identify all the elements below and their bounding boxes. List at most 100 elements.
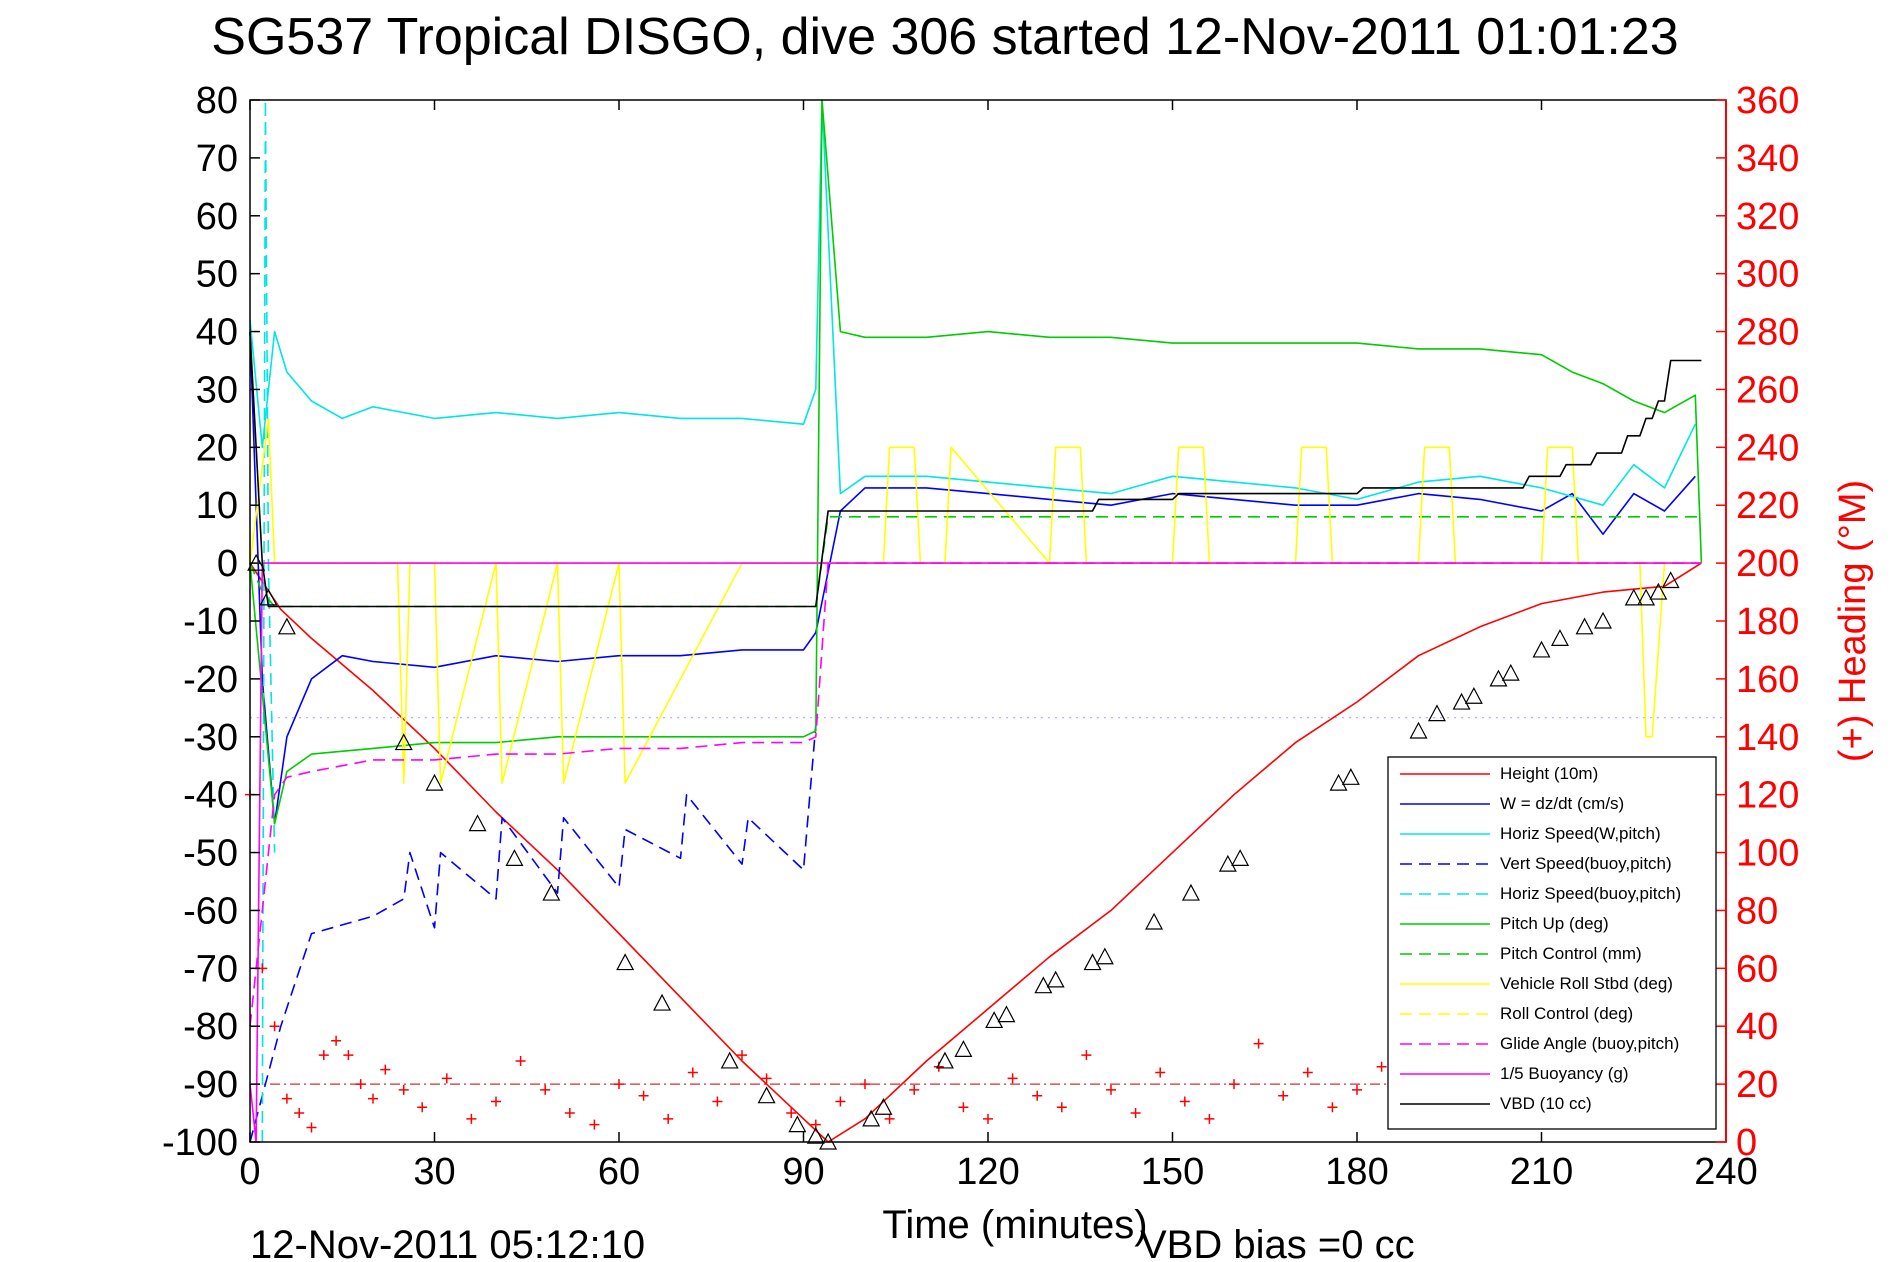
heading-point bbox=[306, 1122, 317, 1133]
heading-point bbox=[1056, 1102, 1067, 1113]
legend-label: Horiz Speed(buoy,pitch) bbox=[1500, 884, 1681, 903]
legend-label: Glide Angle (buoy,pitch) bbox=[1500, 1034, 1679, 1053]
heading-point bbox=[1204, 1113, 1215, 1124]
triangle-marker bbox=[1409, 721, 1428, 739]
heading-point bbox=[860, 1079, 870, 1090]
right-y-tick-label: 160 bbox=[1736, 659, 1799, 701]
triangle-marker bbox=[997, 1005, 1016, 1023]
heading-point bbox=[638, 1090, 649, 1101]
series-line-1 bbox=[249, 331, 1696, 825]
y-tick-label: 60 bbox=[196, 196, 238, 238]
triangle-marker bbox=[1464, 686, 1483, 704]
y-tick-label: 50 bbox=[196, 254, 238, 296]
heading-point bbox=[1081, 1050, 1092, 1061]
right-y-tick-label: 120 bbox=[1736, 775, 1799, 817]
series-line-5 bbox=[249, 99, 1703, 825]
legend-label: Roll Control (deg) bbox=[1500, 1004, 1633, 1023]
heading-point bbox=[589, 1119, 600, 1130]
triangle-marker bbox=[1218, 854, 1237, 872]
right-y-tick-label: 340 bbox=[1736, 138, 1799, 180]
series-line-6 bbox=[249, 515, 1702, 608]
heading-point bbox=[614, 1079, 624, 1090]
right-y-tick-label: 140 bbox=[1736, 717, 1799, 759]
heading-point bbox=[1130, 1108, 1141, 1119]
triangle-marker bbox=[1594, 611, 1612, 629]
heading-point bbox=[1327, 1102, 1338, 1113]
triangle-marker bbox=[394, 733, 413, 751]
heading-point bbox=[1155, 1067, 1166, 1078]
x-tick-label: 150 bbox=[1141, 1151, 1204, 1193]
heading-point bbox=[1278, 1090, 1289, 1101]
x-axis-label: Time (minutes) bbox=[882, 1203, 1147, 1247]
heading-point bbox=[835, 1096, 846, 1107]
y-tick-label: 70 bbox=[196, 138, 238, 180]
heading-point bbox=[294, 1108, 305, 1119]
series-line-4 bbox=[261, 99, 276, 1143]
legend-label: W = dz/dt (cm/s) bbox=[1500, 794, 1624, 813]
chart-title: SG537 Tropical DISGO, dive 306 started 1… bbox=[211, 8, 1678, 66]
triangle-marker bbox=[788, 1115, 807, 1133]
triangle-marker bbox=[1341, 768, 1360, 785]
right-y-tick-label: 40 bbox=[1736, 1006, 1778, 1048]
right-y-tick-label: 260 bbox=[1736, 369, 1799, 411]
heading-point bbox=[983, 1113, 993, 1124]
footer-timestamp: 12-Nov-2011 05:12:10 bbox=[250, 1223, 645, 1262]
heading-point bbox=[380, 1064, 391, 1075]
y-tick-label: -100 bbox=[162, 1122, 238, 1164]
x-tick-label: 0 bbox=[239, 1151, 260, 1193]
triangle-marker bbox=[985, 1011, 1004, 1029]
legend-label: Pitch Up (deg) bbox=[1500, 914, 1609, 933]
heading-point bbox=[1106, 1084, 1116, 1095]
heading-point bbox=[331, 1035, 342, 1046]
heading-point bbox=[441, 1073, 452, 1084]
y-tick-label: 30 bbox=[196, 369, 238, 411]
legend-label: VBD (10 cc) bbox=[1500, 1094, 1592, 1113]
triangle-marker bbox=[1550, 629, 1569, 646]
triangle-marker bbox=[757, 1086, 776, 1104]
heading-point bbox=[1032, 1090, 1043, 1101]
legend-box bbox=[1387, 756, 1717, 1130]
legend-label: Height (10m) bbox=[1500, 764, 1598, 783]
y-tick-label: -80 bbox=[183, 1006, 238, 1048]
triangle-marker bbox=[1532, 640, 1551, 658]
right-y-tick-label: 300 bbox=[1736, 254, 1799, 296]
triangle-marker bbox=[1624, 588, 1643, 606]
series-line-2 bbox=[249, 99, 1697, 507]
heading-point bbox=[687, 1067, 698, 1078]
legend-label: Pitch Control (mm) bbox=[1500, 944, 1642, 963]
y-tick-label: -30 bbox=[183, 717, 238, 759]
triangle-marker bbox=[1145, 912, 1164, 930]
heading-point bbox=[281, 1093, 292, 1104]
heading-point bbox=[1376, 1061, 1387, 1072]
heading-point bbox=[564, 1108, 575, 1119]
y-tick-label: -50 bbox=[183, 833, 238, 875]
right-y-tick-label: 220 bbox=[1736, 485, 1799, 527]
triangle-marker bbox=[1095, 947, 1114, 965]
heading-point bbox=[491, 1096, 501, 1107]
heading-point bbox=[540, 1084, 551, 1095]
triangle-marker bbox=[806, 1126, 825, 1144]
y-tick-label: 10 bbox=[196, 485, 238, 527]
right-y-tick-label: 0 bbox=[1736, 1122, 1757, 1164]
y-tick-label: 20 bbox=[196, 427, 238, 469]
triangle-marker bbox=[425, 773, 444, 791]
triangle-marker bbox=[1231, 849, 1250, 866]
triangle-marker bbox=[1661, 571, 1680, 589]
heading-point bbox=[761, 1073, 772, 1084]
triangle-marker bbox=[1181, 883, 1200, 901]
y-tick-label: -70 bbox=[183, 948, 238, 990]
x-tick-label: 30 bbox=[413, 1151, 455, 1193]
right-y-tick-label: 200 bbox=[1736, 543, 1799, 585]
y-tick-label: -90 bbox=[183, 1064, 238, 1106]
heading-point bbox=[398, 1084, 409, 1095]
triangle-marker bbox=[505, 849, 524, 866]
height-sample-markers bbox=[247, 553, 1680, 1150]
series-line-11 bbox=[249, 331, 1702, 608]
x-tick-label: 90 bbox=[782, 1151, 824, 1193]
legend-label: Vert Speed(buoy,pitch) bbox=[1500, 854, 1672, 873]
heading-point bbox=[909, 1084, 920, 1095]
heading-point bbox=[663, 1113, 674, 1124]
right-y-tick-label: 280 bbox=[1736, 312, 1799, 354]
y-tick-label: 0 bbox=[217, 543, 238, 585]
heading-point bbox=[1302, 1067, 1313, 1078]
